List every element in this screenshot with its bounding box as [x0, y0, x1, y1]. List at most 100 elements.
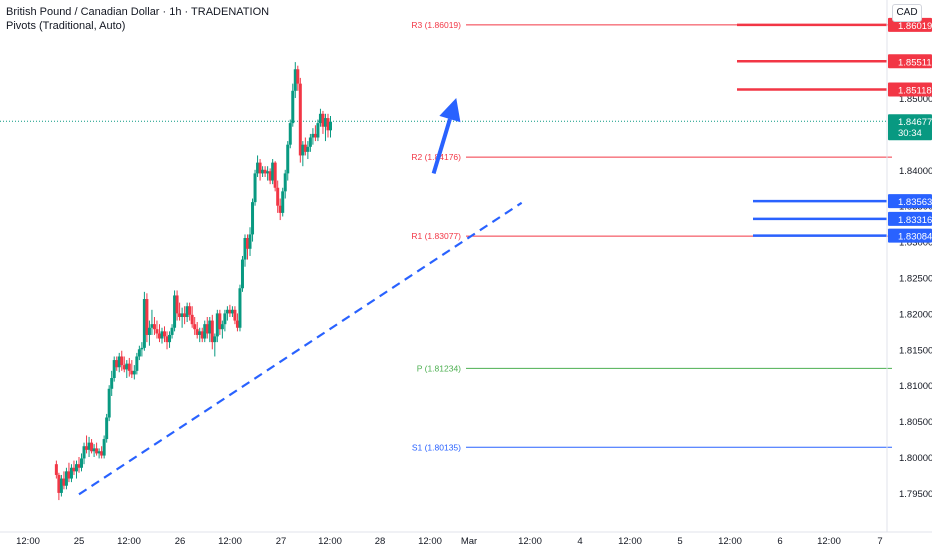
candle	[54, 460, 58, 479]
candle-body	[258, 162, 262, 174]
candle	[87, 436, 91, 457]
level-tag-label: 1.83563	[898, 197, 932, 208]
candle-body	[329, 121, 332, 131]
level-tag-label: 1.85118	[898, 86, 932, 97]
candle-body	[251, 202, 255, 235]
price-tick-label: 1.84000	[899, 166, 932, 177]
candle	[125, 360, 129, 379]
candle-body	[228, 309, 232, 314]
candle-body	[102, 439, 106, 456]
trendline[interactable]	[78, 201, 523, 496]
candle	[147, 320, 151, 346]
pivot-label-r2: R2 (1.84176)	[411, 152, 461, 162]
candle	[74, 460, 78, 479]
trendline-path[interactable]	[78, 201, 523, 496]
candle-body	[82, 446, 86, 459]
candle-body	[233, 309, 237, 321]
candle-body	[318, 113, 322, 124]
level-tag-label: 1.83316	[898, 215, 932, 226]
time-tick-label: 12:00	[618, 536, 642, 547]
candle	[173, 290, 177, 332]
candle	[175, 290, 179, 321]
candle-body	[230, 309, 234, 314]
price-axis[interactable]: 1.79500 1.80000 1.80500 1.81000 1.81500 1.820…	[886, 0, 932, 532]
candle	[263, 166, 267, 177]
candle	[145, 293, 149, 343]
candle	[142, 291, 146, 351]
time-tick-label: 25	[74, 536, 85, 547]
candle-body	[213, 336, 217, 343]
candle-body	[321, 113, 325, 127]
candle-body	[110, 378, 114, 389]
candle-body	[152, 324, 156, 330]
candle	[198, 327, 202, 343]
candle-body	[95, 448, 99, 454]
candle	[228, 304, 232, 317]
pivot-label-r1: R1 (1.83077)	[411, 231, 461, 241]
candle	[291, 83, 295, 127]
candle	[240, 255, 244, 292]
candle-body	[200, 331, 204, 339]
candle	[200, 327, 204, 343]
candle-body	[311, 133, 315, 138]
candle-body	[59, 478, 63, 493]
time-tick-label: 12:00	[117, 536, 141, 547]
countdown-label: 30:34	[898, 128, 922, 139]
time-tick-label: 12:00	[817, 536, 841, 547]
candle-body	[165, 336, 169, 343]
price-tick-label: 1.80000	[899, 453, 932, 464]
candle-body	[137, 349, 141, 357]
candle-body	[276, 187, 280, 206]
price-tick-label: 1.82500	[899, 274, 932, 285]
candle-body	[54, 464, 58, 475]
candle	[281, 187, 285, 217]
level-tag	[888, 82, 932, 97]
price-tick-label: 1.81000	[899, 381, 932, 392]
candle	[301, 141, 305, 167]
time-tick-label: 27	[276, 536, 287, 547]
candle-body	[273, 162, 277, 188]
current-price-label: 1.84677	[898, 117, 932, 128]
candle-body	[238, 288, 242, 328]
candle-body	[313, 133, 317, 138]
candle-body	[316, 123, 320, 138]
candle-body	[326, 118, 330, 131]
candle	[213, 333, 217, 357]
candle-body	[145, 299, 149, 335]
candle	[230, 306, 234, 317]
candle-body	[120, 356, 124, 366]
candle	[69, 464, 73, 483]
candle-body	[188, 306, 192, 315]
candle-body	[178, 313, 182, 317]
candle-body	[97, 451, 101, 454]
candle-body	[122, 365, 126, 370]
candle-body	[173, 295, 177, 328]
candle	[95, 442, 99, 456]
time-axis[interactable]: 12:00 25 12:00 26 12:00 27 12:00 28 12:00 Mar 12:0…	[0, 531, 932, 547]
candle	[82, 442, 86, 465]
candle-body	[140, 347, 144, 350]
candle	[248, 227, 252, 256]
price-level-lines	[0, 23, 887, 237]
candle-body	[323, 118, 327, 127]
candle	[102, 435, 106, 459]
candle-body	[100, 451, 104, 456]
candle-body	[208, 320, 212, 334]
candle-body	[220, 324, 224, 330]
candle	[223, 309, 227, 332]
candle	[80, 453, 84, 472]
candle-body	[90, 442, 94, 452]
candle	[132, 365, 136, 380]
pivot-label-p: P (1.81234)	[417, 363, 461, 373]
candle-body	[193, 324, 197, 330]
time-tick-label: 4	[577, 536, 582, 547]
up-arrow-drawing[interactable]	[431, 98, 461, 174]
time-tick-label: 28	[375, 536, 386, 547]
candle-body	[168, 334, 172, 343]
candle-body	[263, 169, 267, 174]
price-tick-label: 1.83000	[899, 238, 932, 249]
candle	[90, 439, 94, 454]
currency-badge[interactable]: CAD	[892, 4, 922, 22]
candle	[308, 133, 312, 152]
